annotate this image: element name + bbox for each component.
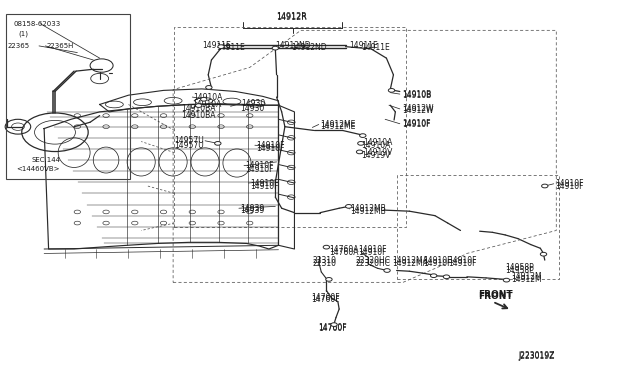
Text: 14910B: 14910B <box>402 90 431 99</box>
Text: 14939: 14939 <box>240 206 264 215</box>
Text: 14912MB: 14912MB <box>351 207 387 216</box>
Circle shape <box>200 97 207 101</box>
Text: 14910F: 14910F <box>448 256 476 264</box>
Text: 22320HC: 22320HC <box>355 259 390 267</box>
Text: 14919V: 14919V <box>362 151 391 160</box>
Text: 14910F: 14910F <box>402 121 430 129</box>
Circle shape <box>431 274 437 278</box>
Text: 14912MA: 14912MA <box>392 259 428 267</box>
Text: 14958P: 14958P <box>505 263 534 272</box>
Text: 22365H: 22365H <box>47 43 74 49</box>
Text: 14919V: 14919V <box>364 148 393 157</box>
Circle shape <box>218 45 224 48</box>
Text: 14910F: 14910F <box>358 248 387 257</box>
Text: 14910F: 14910F <box>256 144 285 153</box>
Text: 14958P: 14958P <box>505 266 534 275</box>
Text: 14760F: 14760F <box>318 324 347 333</box>
Text: 14910F: 14910F <box>256 141 285 150</box>
Text: 14912R: 14912R <box>276 12 307 21</box>
Text: 14910F: 14910F <box>245 161 274 170</box>
Text: 22320HC: 22320HC <box>355 256 390 264</box>
Text: 14910BA: 14910BA <box>180 111 215 120</box>
Text: 14910A: 14910A <box>364 138 393 147</box>
Circle shape <box>388 89 395 92</box>
Text: 14911E: 14911E <box>362 42 390 51</box>
Text: 14957U: 14957U <box>174 136 204 145</box>
Circle shape <box>331 323 337 327</box>
Text: 14910F: 14910F <box>250 182 278 190</box>
Circle shape <box>323 245 330 249</box>
Text: 14910F: 14910F <box>402 119 430 128</box>
Circle shape <box>205 86 212 89</box>
Circle shape <box>540 252 547 256</box>
Text: 14760F: 14760F <box>318 323 347 332</box>
Text: 14760F: 14760F <box>312 295 340 304</box>
Text: 14760F: 14760F <box>312 293 340 302</box>
Circle shape <box>356 150 363 154</box>
Text: 14760A: 14760A <box>330 248 359 257</box>
Text: 14912ND: 14912ND <box>291 42 327 51</box>
Text: 08158-62033: 08158-62033 <box>13 21 61 27</box>
Text: 14930: 14930 <box>241 99 265 108</box>
Text: 14911E: 14911E <box>202 41 231 50</box>
Text: 14957U: 14957U <box>174 141 204 150</box>
Circle shape <box>384 269 390 272</box>
Text: 14912M: 14912M <box>511 275 542 284</box>
Circle shape <box>444 275 450 279</box>
Text: 22310: 22310 <box>312 256 337 264</box>
Text: J223019Z: J223019Z <box>518 352 554 361</box>
Text: <14460VB>: <14460VB> <box>17 166 60 172</box>
Text: 14912ME: 14912ME <box>320 122 355 131</box>
Circle shape <box>503 278 509 282</box>
Circle shape <box>214 141 221 145</box>
Text: 14912MA: 14912MA <box>392 256 428 264</box>
Text: 14911E: 14911E <box>216 42 245 51</box>
Text: 14910F: 14910F <box>424 256 452 264</box>
Text: 14912W: 14912W <box>402 105 433 113</box>
Bar <box>6 15 130 179</box>
Text: 14910F: 14910F <box>358 245 387 254</box>
Text: 14910A: 14910A <box>192 100 221 109</box>
Text: 14910F: 14910F <box>448 259 476 267</box>
Text: J223019Z: J223019Z <box>518 351 554 360</box>
Text: 14760A: 14760A <box>330 245 359 254</box>
Circle shape <box>272 46 278 50</box>
Circle shape <box>326 278 332 281</box>
Text: 22310: 22310 <box>312 259 337 267</box>
Text: 14910F: 14910F <box>424 259 452 267</box>
Text: FRONT: FRONT <box>478 290 513 299</box>
Text: SEC.144: SEC.144 <box>31 157 60 163</box>
Text: 14912ND: 14912ND <box>275 41 311 50</box>
Text: 14910F: 14910F <box>555 182 584 190</box>
Text: 14910F: 14910F <box>250 179 278 187</box>
Circle shape <box>358 141 364 145</box>
Text: 14912ME: 14912ME <box>320 120 355 129</box>
Text: 14910F: 14910F <box>245 165 274 174</box>
Text: 14910F: 14910F <box>555 179 584 188</box>
Circle shape <box>541 184 548 188</box>
Text: 22365: 22365 <box>7 43 29 49</box>
Circle shape <box>195 104 202 108</box>
Text: 14912R: 14912R <box>276 13 307 22</box>
Text: 14912MB: 14912MB <box>351 205 387 214</box>
Text: (1): (1) <box>19 30 29 36</box>
Text: 14911E: 14911E <box>349 41 378 50</box>
Text: 14912M: 14912M <box>511 272 542 281</box>
Text: 14912W: 14912W <box>402 106 433 115</box>
Text: FRONT: FRONT <box>478 292 513 301</box>
Text: 14910B: 14910B <box>402 91 431 100</box>
Text: 14910BA: 14910BA <box>180 104 215 113</box>
Text: 14910A: 14910A <box>193 93 223 102</box>
Circle shape <box>360 134 366 137</box>
Text: 14910A: 14910A <box>362 141 391 150</box>
Text: 14930: 14930 <box>240 104 264 113</box>
Circle shape <box>346 205 352 208</box>
Text: 14939: 14939 <box>240 204 264 213</box>
